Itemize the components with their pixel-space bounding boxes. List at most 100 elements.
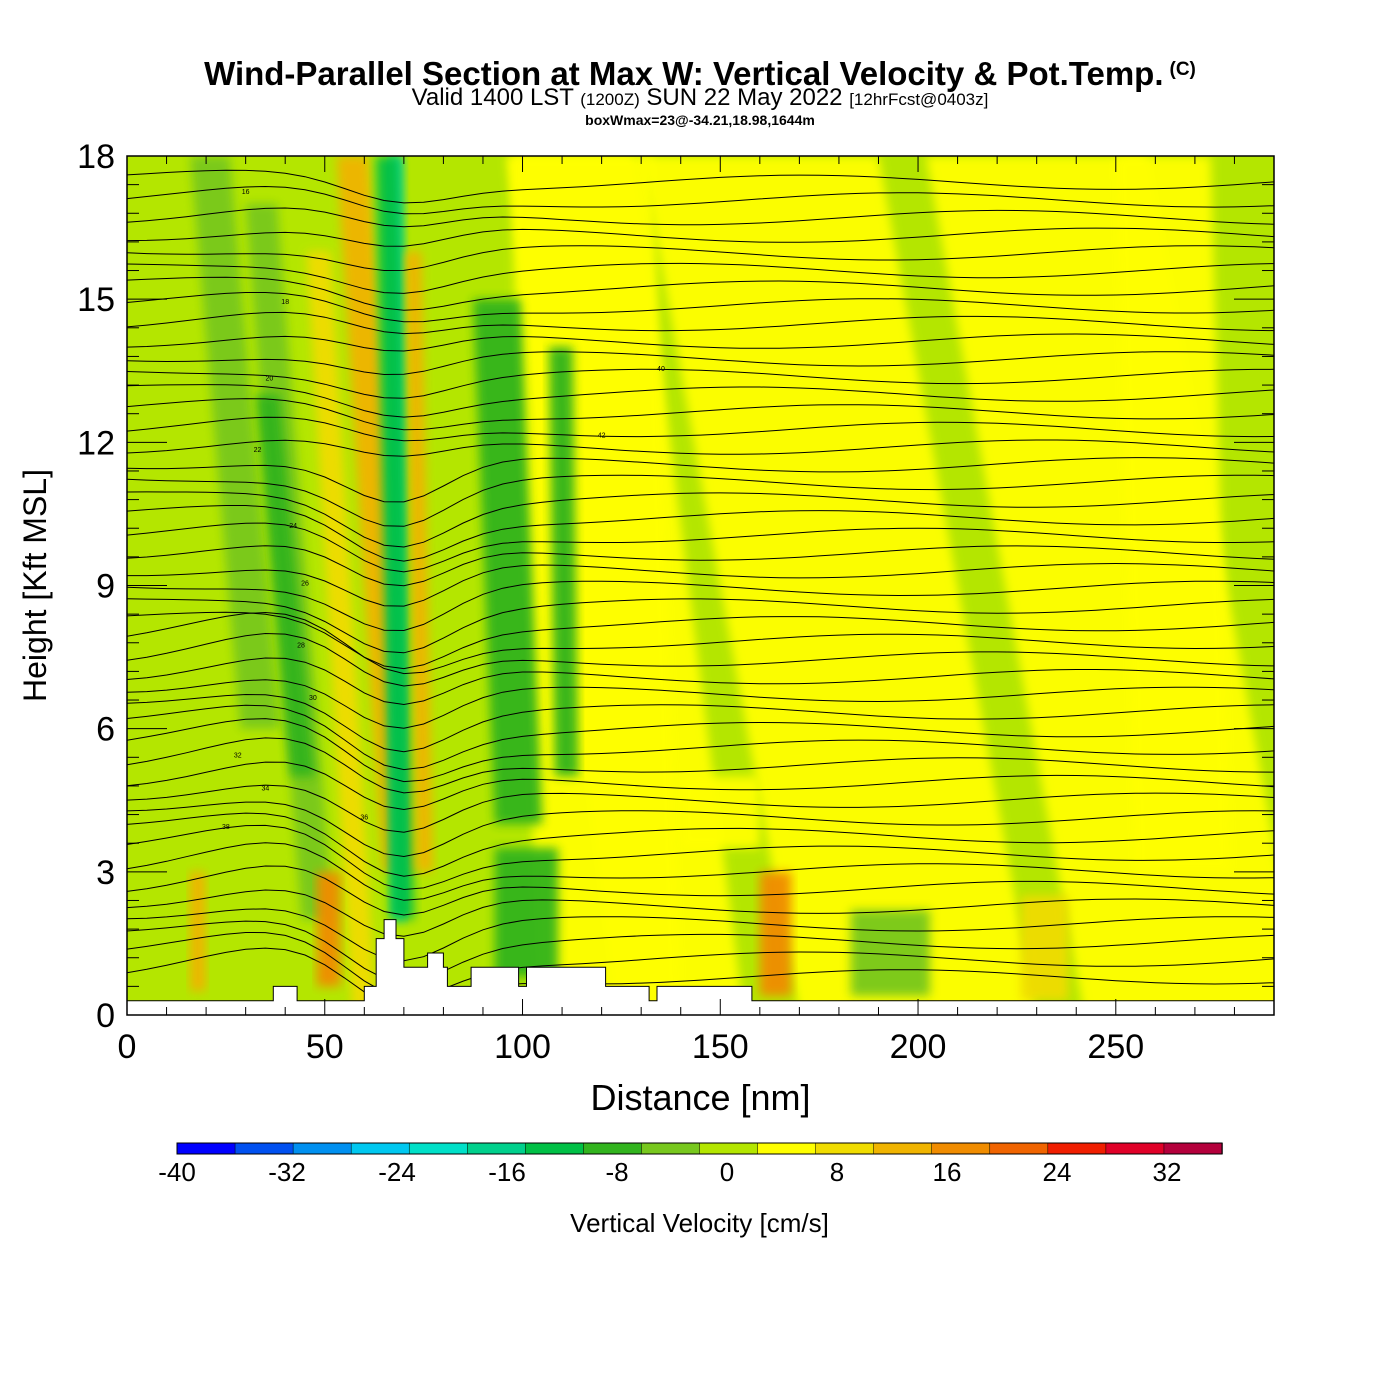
terrain-mask: [126, 919, 1275, 1016]
colorbar: -40 -32 -24 -16 -8 0 8 16 24 32: [158, 1142, 1223, 1187]
theta-contour: [127, 824, 1274, 891]
box-wmax-info: boxWmax=23@-34.21,18.98,1644m: [585, 112, 815, 128]
theta-contour: [127, 704, 1274, 771]
colorbar-swatch: [1047, 1142, 1107, 1155]
contour-label: 42: [598, 433, 606, 440]
contour-label: 18: [281, 299, 289, 306]
theta-contour: [127, 522, 1274, 573]
y-tick-label: 6: [96, 711, 115, 749]
colorbar-tick-label: -8: [605, 1157, 628, 1187]
y-tick-label: 0: [96, 997, 115, 1035]
forecast-info: [12hrFcst@0403z]: [849, 90, 989, 109]
velocity-cell: [494, 847, 559, 977]
colorbar-swatch: [292, 1142, 352, 1155]
theta-contour: [127, 505, 1274, 562]
velocity-cell: [306, 251, 377, 1015]
contour-label: 30: [309, 695, 317, 702]
colorbar-swatch: [873, 1142, 933, 1155]
valid-utc: (1200Z): [580, 90, 640, 109]
velocity-cell: [759, 871, 792, 996]
colorbar-swatch: [699, 1142, 759, 1155]
x-tick-label: 250: [1087, 1028, 1144, 1066]
theta-contour: [127, 657, 1274, 706]
theta-contour: [127, 889, 1274, 937]
theta-contour: [127, 842, 1274, 901]
velocity-cell: [405, 251, 433, 872]
theta-contours: 16 18 20 22 24 26 28 30 32 34 36 38 40 42: [127, 169, 1274, 1009]
velocity-cell: [473, 299, 543, 825]
theta-contour: [127, 812, 1274, 877]
theta-contour: [127, 562, 1274, 607]
x-tick-label: 200: [890, 1028, 947, 1066]
colorbar-swatch: [525, 1142, 585, 1155]
contour-label: 28: [297, 643, 305, 650]
contour-label: 24: [289, 523, 297, 530]
velocity-cell: [641, 156, 1037, 1015]
theta-contour: [127, 457, 1274, 503]
theta-contour: [127, 737, 1274, 794]
velocity-cell: [680, 776, 760, 848]
colorbar-swatch: [641, 1142, 701, 1155]
theta-contour: [127, 333, 1274, 352]
theta-contour: [127, 598, 1274, 654]
colorbar-tick-label: 8: [830, 1157, 844, 1187]
colorbar-frame: [176, 1142, 1223, 1155]
theta-contour: [127, 920, 1274, 983]
contour-label: 38: [222, 824, 230, 831]
velocity-cell: [255, 394, 315, 777]
velocity-field: [189, 156, 1274, 1015]
colorbar-swatch: [931, 1142, 991, 1155]
theta-contour: [127, 580, 1274, 632]
y-tick-label: 3: [96, 854, 115, 892]
colorbar-swatch: [815, 1142, 875, 1155]
theta-contour: [127, 439, 1274, 457]
chart-title-text: Wind-Parallel Section at Max W: Vertical…: [204, 55, 1164, 92]
colorbar-swatch: [989, 1142, 1049, 1155]
chart-title: Wind-Parallel Section at Max W: Vertical…: [0, 52, 1400, 92]
theta-contour: [127, 801, 1274, 858]
theta-contour: [127, 611, 1274, 670]
y-axis-label: Height [Kft MSL]: [17, 469, 53, 702]
y-tick-label: 9: [96, 568, 115, 606]
contour-label: 22: [254, 447, 262, 454]
plot-area: 16 18 20 22 24 26 28 30 32 34 36 38 40 42: [126, 155, 1275, 1016]
colorbar-label: Vertical Velocity [cm/s]: [570, 1208, 829, 1238]
velocity-cell: [189, 871, 206, 992]
chart-title-block: Wind-Parallel Section at Max W: Vertical…: [0, 52, 1400, 129]
theta-contour: [127, 245, 1274, 272]
theta-contour: [127, 368, 1274, 399]
theta-contour: [127, 276, 1274, 311]
copyright-mark: (C): [1169, 59, 1196, 80]
theta-contour: [127, 398, 1274, 431]
colorbar-swatch: [408, 1142, 469, 1155]
contour-label: 34: [262, 786, 270, 793]
colorbar-tick-label: 16: [933, 1157, 962, 1187]
contour-label: 26: [301, 581, 309, 588]
contour-label: 40: [657, 366, 665, 373]
colorbar-tick-label: 24: [1043, 1157, 1072, 1187]
valid-date: SUN 22 May 2022: [646, 84, 843, 111]
theta-contour: [127, 351, 1274, 376]
colorbar-swatch: [757, 1142, 817, 1155]
contour-label: 36: [360, 814, 368, 821]
theta-contour: [127, 474, 1274, 527]
theta-contour: [127, 185, 1274, 215]
theta-contour: [127, 169, 1274, 204]
colorbar-tick-label: 32: [1153, 1157, 1182, 1187]
contour-label: 16: [242, 189, 250, 196]
x-tick-label: 50: [306, 1028, 344, 1066]
velocity-cell: [1115, 156, 1231, 872]
colorbar-tick-label: 0: [720, 1157, 734, 1187]
colorbar-swatch: [350, 1142, 410, 1155]
colorbar-tick-label: -32: [268, 1157, 306, 1187]
colorbar-swatch: [234, 1142, 294, 1155]
y-tick-label: 18: [77, 138, 115, 176]
colorbar-swatch: [1105, 1142, 1165, 1155]
velocity-cell: [548, 346, 579, 777]
theta-contour: [127, 679, 1274, 729]
theta-contour: [127, 931, 1274, 998]
colorbar-swatch: [1163, 1142, 1223, 1155]
velocity-cell: [316, 871, 341, 987]
theta-contour: [127, 761, 1274, 811]
